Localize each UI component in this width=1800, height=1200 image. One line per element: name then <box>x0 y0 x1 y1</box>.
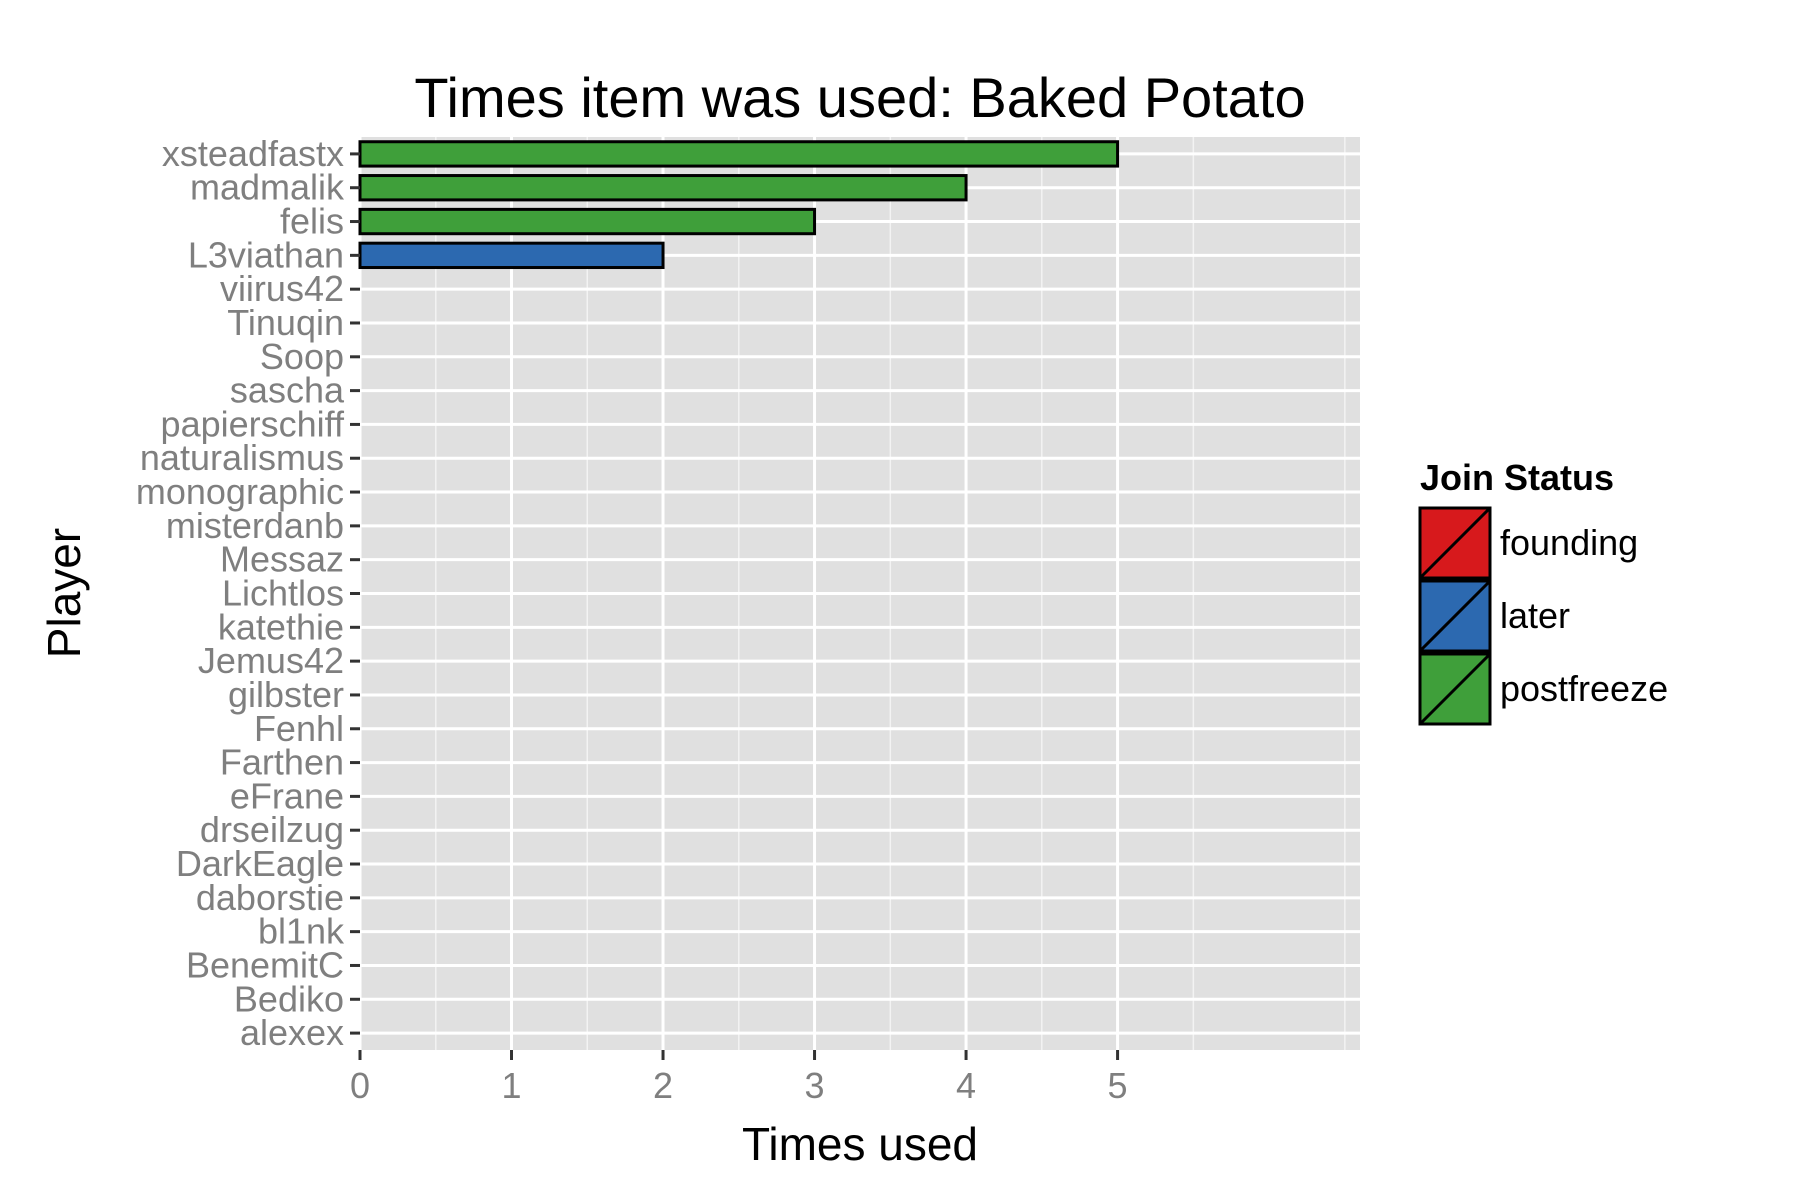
y-tick-label: naturalismus <box>140 437 344 478</box>
x-tick-label: 3 <box>805 1065 825 1106</box>
y-tick-label: Messaz <box>220 539 344 580</box>
y-tick-label: BenemitC <box>186 944 344 985</box>
y-axis-ticks: xsteadfastxmadmalikfelisL3viathanviirus4… <box>136 133 360 1053</box>
y-tick-label: daborstie <box>196 877 344 918</box>
y-tick-label: Tinuqin <box>227 302 344 343</box>
grid-lines <box>358 137 1360 1050</box>
y-tick-label: xsteadfastx <box>162 133 344 174</box>
x-axis-title: Times used <box>742 1118 978 1170</box>
y-tick-label: katethie <box>218 606 344 647</box>
y-tick-label: felis <box>280 201 344 242</box>
y-tick-label: viirus42 <box>220 268 344 309</box>
bar-madmalik <box>358 174 968 202</box>
x-tick-label: 4 <box>956 1065 976 1106</box>
y-tick-label: gilbster <box>228 674 344 715</box>
y-tick-label: monographic <box>136 471 344 512</box>
y-tick-label: Farthen <box>220 742 344 783</box>
y-tick-label: papierschiff <box>161 403 345 444</box>
y-tick-label: Bediko <box>234 978 344 1019</box>
y-tick-label: bl1nk <box>258 911 345 952</box>
x-tick-label: 2 <box>653 1065 673 1106</box>
chart-title: Times item was used: Baked Potato <box>414 66 1305 129</box>
y-tick-label: misterdanb <box>166 505 344 546</box>
y-tick-label: drseilzug <box>200 809 344 850</box>
y-tick-label: Soop <box>260 336 344 377</box>
y-tick-label: Fenhl <box>254 708 344 749</box>
y-tick-label: Lichtlos <box>222 573 344 614</box>
x-tick-label: 1 <box>501 1065 521 1106</box>
legend-label-later: later <box>1500 595 1570 636</box>
y-tick-label: DarkEagle <box>176 843 344 884</box>
y-tick-label: eFrane <box>230 775 344 816</box>
y-tick-label: madmalik <box>190 167 345 208</box>
y-tick-label: L3viathan <box>188 234 344 275</box>
legend-title: Join Status <box>1420 457 1614 498</box>
x-tick-label: 0 <box>350 1065 370 1106</box>
legend: Join Status founding later postfreeze <box>1418 457 1668 726</box>
legend-key-slash <box>1418 506 1492 580</box>
bar-felis <box>358 207 817 236</box>
y-tick-label: Jemus42 <box>198 640 344 681</box>
x-axis-ticks: 0 1 2 3 4 5 <box>350 1050 1128 1106</box>
legend-label-founding: founding <box>1500 522 1638 563</box>
legend-key-slash <box>1418 579 1492 653</box>
legend-key-slash <box>1418 652 1492 726</box>
bar-L3viathan <box>358 241 665 270</box>
x-tick-label: 5 <box>1108 1065 1128 1106</box>
legend-entries: founding later postfreeze <box>1418 506 1668 726</box>
y-tick-label: alexex <box>240 1012 344 1053</box>
y-axis-title: Player <box>38 528 90 658</box>
legend-label-postfreeze: postfreeze <box>1500 668 1668 709</box>
bar-xsteadfastx <box>358 140 1120 168</box>
y-tick-label: sascha <box>230 370 345 411</box>
